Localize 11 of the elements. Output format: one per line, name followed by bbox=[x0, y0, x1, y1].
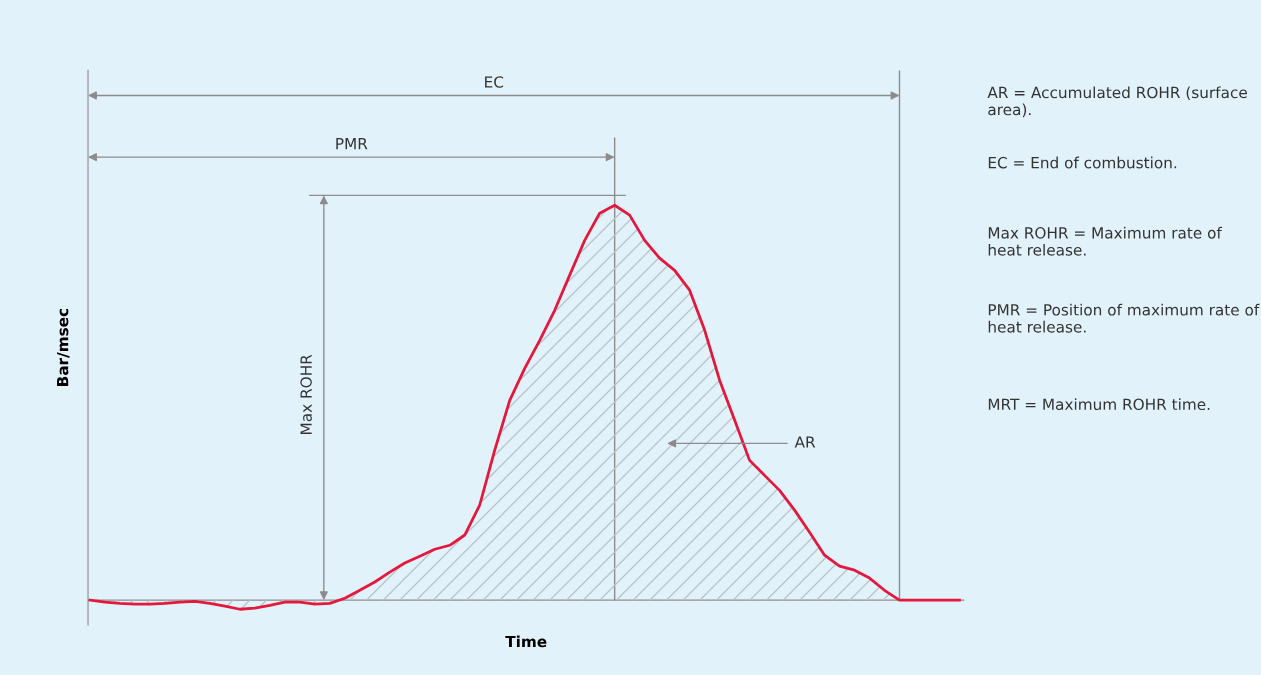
y-axis-title: Bar/msec bbox=[57, 308, 70, 386]
annotation: Max ROHR bbox=[300, 354, 312, 434]
annotation: AR bbox=[794, 436, 816, 448]
text: PMR bbox=[336, 138, 368, 150]
text: Max ROHR = Maximum rate of heat release. bbox=[988, 226, 1223, 256]
text: EC = End of combustion. bbox=[988, 156, 1177, 169]
text: AR = Accumulated ROHR (surface area). bbox=[987, 86, 1247, 118]
text: EC bbox=[485, 76, 504, 88]
x-axis-title: Time bbox=[505, 635, 547, 648]
text: MRT = Maximum ROHR time. bbox=[988, 398, 1210, 411]
text: PMR = Position of maximum rate of heat release. bbox=[988, 303, 1260, 333]
